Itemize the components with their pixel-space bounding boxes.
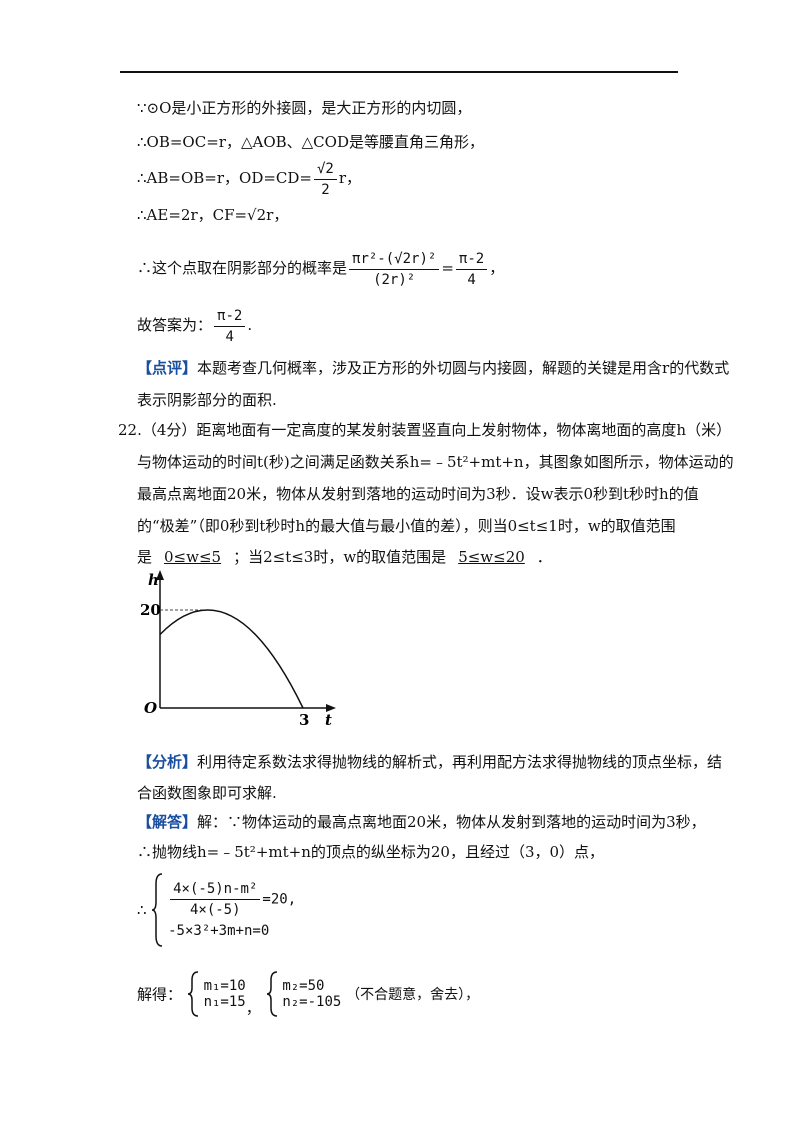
equation-system: ∴ 4×(-5)n-m² 4×(-5) =20, -5×3²+3m+n=0 bbox=[137, 872, 296, 948]
denominator: 2 bbox=[321, 181, 330, 198]
text: ， bbox=[489, 259, 505, 277]
text: 故答案为： bbox=[137, 316, 213, 334]
text: 解：∵物体运动的最高点离地面20米，物体从发射到落地的运动时间为3秒， bbox=[197, 813, 706, 831]
text-line: ∴AE=2r，CF=√2r， bbox=[137, 206, 289, 224]
solution-pair: m₂=50 n₂=-105 bbox=[282, 978, 341, 1010]
numerator: π-2 bbox=[214, 306, 246, 327]
denominator: (2r)² bbox=[373, 271, 416, 288]
fraction: π-2 4 bbox=[214, 306, 246, 347]
text: ， bbox=[245, 999, 261, 1017]
tag: 【点评】 bbox=[137, 359, 198, 377]
fraction: 4×(-5)n-m² 4×(-5) bbox=[170, 879, 261, 920]
text: = bbox=[441, 259, 454, 277]
text: 利用待定系数法求得抛物线的解析式，再利用配方法求得抛物线的顶点坐标，结 bbox=[197, 753, 723, 771]
y-label: h bbox=[148, 571, 159, 589]
text-line: 表示阴影部分的面积. bbox=[137, 391, 277, 409]
text-line: 【分析】利用待定系数法求得抛物线的解析式，再利用配方法求得抛物线的顶点坐标，结 bbox=[137, 752, 722, 772]
text: r， bbox=[338, 169, 362, 187]
text: ；当2≤t≤3时，w的取值范围是 bbox=[233, 548, 447, 566]
arrow bbox=[156, 570, 164, 580]
text-line: ∴OB=OC=r，△AOB、△COD是等腰直角三角形， bbox=[137, 133, 484, 151]
text-line: 【点评】本题考查几何概率，涉及正方形的外切圆与内接圆，解题的关键是用含r的代数式 bbox=[137, 358, 729, 378]
text: ∴这个点取在阴影部分的概率是 bbox=[137, 259, 348, 277]
text-line: 故答案为： π-2 4. bbox=[137, 305, 252, 347]
fraction: √2 2 bbox=[314, 159, 337, 200]
text-line: 【解答】解：∵物体运动的最高点离地面20米，物体从发射到落地的运动时间为3秒， bbox=[137, 812, 706, 832]
numerator: √2 bbox=[314, 159, 337, 180]
text-line: 是 0≤w≤5 ；当2≤t≤3时，w的取值范围是 5≤w≤20 ． bbox=[137, 547, 552, 567]
equation: m₂=50 bbox=[282, 978, 325, 994]
equation: -5×3²+3m+n=0 bbox=[168, 922, 270, 939]
numerator: π-2 bbox=[455, 249, 488, 270]
text-line: 22.（4分）距离地面有一定高度的某发射装置竖直向上发射物体，物体离地面的高度h… bbox=[118, 421, 732, 439]
numerator: πr²-(√2r)² bbox=[349, 249, 440, 270]
text-line: ∵⊙O是小正方形的外接圆，是大正方形的内切圆， bbox=[137, 99, 472, 117]
equation: n₁=15 bbox=[203, 994, 246, 1010]
x-label: t bbox=[325, 711, 332, 729]
arrow bbox=[326, 704, 336, 712]
text: ∴ bbox=[137, 901, 147, 919]
text-line: ∴AB=OB=r，OD=CD= √2 2 r， bbox=[137, 158, 361, 200]
brace bbox=[152, 873, 163, 947]
text-line: 合函数图象即可求解. bbox=[137, 784, 277, 802]
text: , bbox=[287, 891, 297, 907]
solution-pair: m₁=10 n₁=15 bbox=[204, 978, 246, 1010]
tag: 【分析】 bbox=[137, 753, 198, 771]
text-line: ∴这个点取在阴影部分的概率是 πr²-(√2r)² (2r)² = π-2 4， bbox=[137, 248, 504, 290]
equations: 4×(-5)n-m² 4×(-5) =20, -5×3²+3m+n=0 bbox=[168, 879, 296, 942]
top-rule bbox=[120, 71, 678, 73]
numerator: 4×(-5)n-m² bbox=[170, 879, 261, 900]
text: 本题考查几何概率，涉及正方形的外切圆与内接圆，解题的关键是用含r的代数式 bbox=[197, 359, 730, 377]
tag: 【解答】 bbox=[137, 813, 198, 831]
text-line: 的“极差”（即0秒到t秒时h的最大值与最小值的差），则当0≤t≤1时，w的取值范… bbox=[137, 517, 676, 535]
text: （不合题意，舍去）， bbox=[346, 987, 480, 1003]
denominator: 4 bbox=[467, 271, 476, 288]
y-tick-label: 20 bbox=[140, 601, 161, 619]
text: ． bbox=[536, 548, 552, 566]
denominator: 4 bbox=[225, 328, 234, 345]
x-tick-label: 3 bbox=[299, 711, 309, 729]
answer-blank: 0≤w≤5 bbox=[164, 548, 222, 566]
text: . bbox=[247, 316, 253, 334]
equation: 4×(-5)n-m² 4×(-5) =20, bbox=[168, 879, 296, 920]
text: ∴AB=OB=r，OD=CD= bbox=[137, 169, 312, 187]
fraction: π-2 4 bbox=[455, 249, 488, 290]
denominator: 4×(-5) bbox=[189, 901, 241, 918]
text: 解得： bbox=[137, 985, 183, 1004]
equation: n₂=-105 bbox=[282, 994, 342, 1010]
brace bbox=[266, 971, 277, 1017]
text: 是 bbox=[137, 548, 153, 566]
answer-blank: 5≤w≤20 bbox=[458, 548, 525, 566]
parabola bbox=[159, 609, 304, 709]
equation: m₁=10 bbox=[203, 978, 246, 994]
result-line: 解得： m₁=10 n₁=15， m₂=50 n₂=-105 （不合题意，舍去）， bbox=[137, 970, 479, 1018]
text-line: 最高点离地面20米，物体从发射到落地的运动时间为3秒．设w表示0秒到t秒时h的值 bbox=[137, 485, 699, 503]
text: =20 bbox=[262, 891, 288, 907]
brace bbox=[187, 971, 198, 1017]
graph: h t O 20 3 bbox=[140, 570, 336, 729]
text-line: ∴抛物线h=﹣5t²+mt+n的顶点的纵坐标为20，且经过（3，0）点， bbox=[137, 843, 605, 861]
fraction: πr²-(√2r)² (2r)² bbox=[349, 249, 440, 290]
text-line: 与物体运动的时间t(秒)之间满足函数关系h=﹣5t²+mt+n，其图象如图所示，… bbox=[137, 453, 734, 471]
origin-label: O bbox=[144, 699, 157, 717]
